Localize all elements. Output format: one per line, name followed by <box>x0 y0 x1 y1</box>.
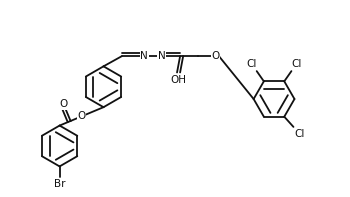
Text: O: O <box>212 51 220 61</box>
Text: N: N <box>140 51 148 61</box>
Text: Br: Br <box>54 179 65 189</box>
Text: O: O <box>77 111 86 121</box>
Text: OH: OH <box>170 75 186 85</box>
Text: Cl: Cl <box>291 59 302 69</box>
Text: O: O <box>60 99 68 109</box>
Text: N: N <box>158 51 166 61</box>
Text: Cl: Cl <box>246 59 257 69</box>
Text: Cl: Cl <box>294 129 305 139</box>
